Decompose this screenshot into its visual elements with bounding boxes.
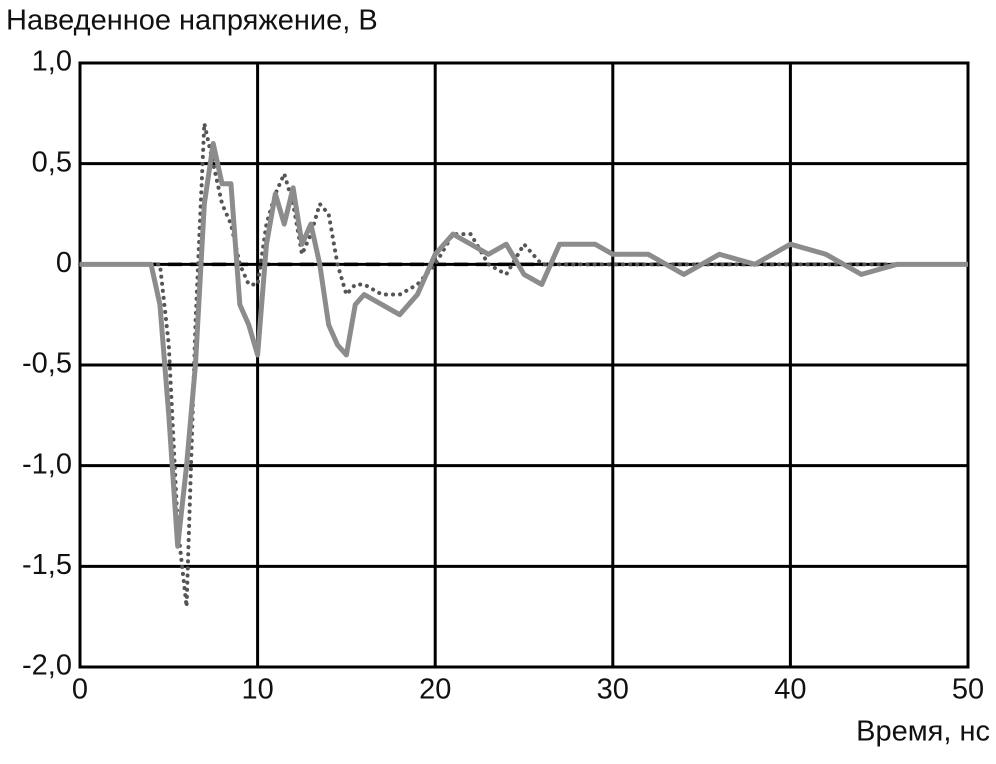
chart-title: Наведенное напряжение, В [6, 5, 378, 37]
x-tick-label: 10 [241, 674, 273, 706]
y-tick-label: 1,0 [32, 46, 72, 78]
y-tick-label: -1,5 [22, 549, 72, 581]
data-line [80, 141, 968, 549]
x-tick-label: 0 [72, 674, 88, 706]
y-tick-label: 0,5 [32, 146, 72, 178]
y-tick-label: -1,0 [22, 448, 72, 480]
x-axis-label: Время, нс [856, 716, 990, 748]
x-tick-label: 20 [419, 674, 451, 706]
y-tick-label: -0,5 [22, 348, 72, 380]
x-tick-label: 40 [774, 674, 806, 706]
y-tick-label: 0 [56, 247, 72, 279]
x-tick-label: 50 [952, 674, 984, 706]
y-tick-label: -2,0 [22, 650, 72, 682]
x-tick-label: 30 [597, 674, 629, 706]
